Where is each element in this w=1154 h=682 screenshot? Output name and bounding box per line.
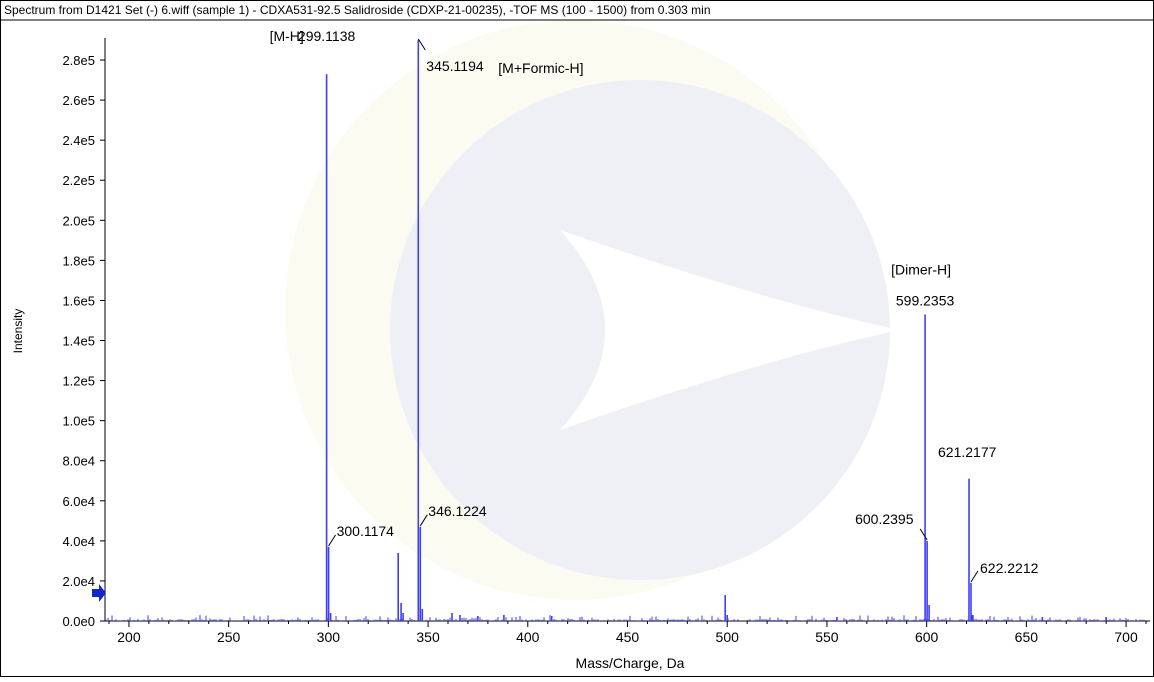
x-tick-label: 400: [516, 629, 540, 645]
peak-label: 345.1194: [426, 58, 484, 74]
peak-annotations: 299.1138[M-H] 300.1174 345.1194 [M+Formic-H…: [270, 28, 1039, 583]
watermark-logo: [285, 20, 900, 600]
y-tick-label: 2.4e5: [62, 133, 95, 148]
x-tick-label: 250: [217, 629, 241, 645]
watermark-cutout: [560, 230, 900, 430]
label-leader: [328, 534, 337, 547]
x-tick-label: 600: [915, 629, 939, 645]
peak-label: [Dimer-H]: [891, 262, 951, 278]
label-leader: [970, 570, 979, 583]
peak-label: 299.1138: [298, 28, 356, 44]
y-tick-label: 6.0e4: [62, 494, 95, 509]
y-tick-label: 0.0e0: [62, 614, 95, 629]
x-axis-ticks: 200 250 300 350 400 450 500 550 600 650 700: [108, 621, 1147, 645]
x-tick-label: 350: [416, 629, 440, 645]
y-axis-label: Intensity: [11, 309, 25, 354]
threshold-arrow-icon[interactable]: [92, 583, 106, 602]
spectrum-peaks: [325, 40, 1107, 621]
y-tick-label: 8.0e4: [62, 454, 95, 469]
peak-label: 300.1174: [337, 523, 395, 539]
y-tick-label: 2.2e5: [62, 173, 95, 188]
peak-label: [M+Formic-H]: [498, 60, 583, 76]
y-tick-label: 1.6e5: [62, 293, 95, 308]
y-tick-label: 2.0e4: [62, 574, 95, 589]
baseline-noise: [105, 615, 1149, 621]
y-tick-label: 1.2e5: [62, 374, 95, 389]
peak-label: 622.2212: [980, 560, 1039, 576]
x-tick-label: 650: [1015, 629, 1039, 645]
peak-label: 599.2353: [896, 293, 955, 309]
y-tick-label: 2.6e5: [62, 93, 95, 108]
x-axis-label: Mass/Charge, Da: [576, 655, 685, 671]
label-leader: [419, 514, 428, 527]
y-tick-label: 2.0e5: [62, 213, 95, 228]
x-tick-label: 200: [117, 629, 141, 645]
y-axis-ticks: 0.0e0 2.0e4 4.0e4 6.0e4 8.0e4 1.0e5 1.2e5 1.4e5…: [62, 53, 105, 629]
x-tick-label: 700: [1114, 629, 1138, 645]
x-tick-label: 300: [317, 629, 341, 645]
x-tick-label: 500: [716, 629, 740, 645]
y-tick-label: 4.0e4: [62, 534, 95, 549]
label-leader: [417, 38, 426, 51]
peak-label: 621.2177: [938, 444, 997, 460]
peak-label: 600.2395: [855, 511, 914, 527]
y-tick-label: 2.8e5: [62, 53, 95, 68]
x-tick-label: 450: [616, 629, 640, 645]
label-leader: [919, 528, 928, 541]
x-tick-label: 550: [815, 629, 839, 645]
y-tick-label: 1.0e5: [62, 414, 95, 429]
peak-label: 346.1224: [428, 503, 487, 519]
peak-label: [M-H]: [270, 28, 304, 44]
y-tick-label: 1.4e5: [62, 334, 95, 349]
y-tick-label: 1.8e5: [62, 253, 95, 268]
header-title: Spectrum from D1421 Set (-) 6.wiff (samp…: [4, 3, 711, 17]
